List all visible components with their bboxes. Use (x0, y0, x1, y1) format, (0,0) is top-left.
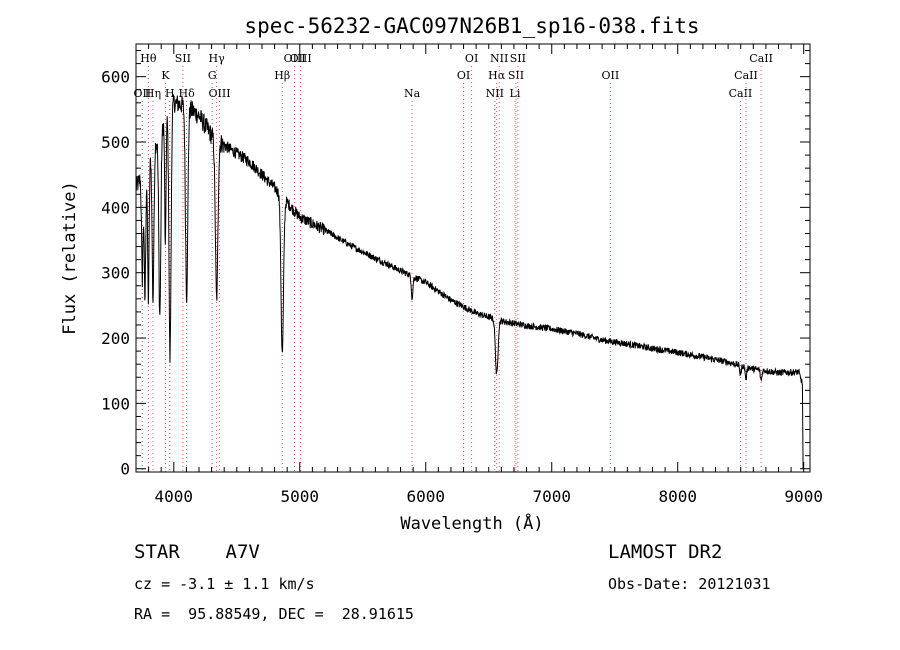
line-marker-label: K (161, 69, 170, 82)
y-tick-label: 100 (101, 394, 130, 413)
line-marker-label: NII (490, 52, 508, 65)
line-marker-label: SII (510, 52, 526, 65)
y-tick-label: 600 (101, 68, 130, 87)
x-tick-label: 6000 (406, 487, 445, 506)
y-axis-label: Flux (relative) (60, 181, 80, 335)
line-marker-label: OIII (290, 52, 312, 65)
line-marker-label: CaII (734, 69, 758, 82)
line-marker-label: NII (486, 87, 504, 100)
line-marker-label: G (208, 69, 217, 82)
y-tick-label: 500 (101, 133, 130, 152)
line-marker-label: Li (510, 87, 521, 100)
axis-ticks: 4000 5000 6000 7000 8000 9000 0 100 200 300 400 500… (101, 44, 823, 506)
line-marker-label: H (165, 87, 175, 100)
x-tick-label: 8000 (658, 487, 697, 506)
line-marker-label: Hδ (179, 87, 196, 100)
y-tick-label: 0 (120, 460, 130, 479)
line-marker-label: OI (457, 69, 470, 82)
observation-date: Obs-Date: 20121031 (608, 575, 771, 593)
y-tick-label: 400 (101, 198, 130, 217)
line-marker-label: CaII (749, 52, 773, 65)
x-tick-label: 5000 (281, 487, 320, 506)
x-tick-label: 9000 (784, 487, 823, 506)
line-marker-label: OIII (208, 87, 230, 100)
line-marker-layer: OIIHθHηKHSIIHδGHγOIIIHβOIIIOIIINaOIOINII… (133, 52, 773, 472)
line-marker-label: OI (465, 52, 478, 65)
line-marker-label: Hη (145, 87, 161, 100)
object-class: STAR A7V (134, 541, 260, 563)
y-tick-label: 300 (101, 264, 130, 283)
line-marker-label: Hγ (209, 52, 226, 65)
line-marker-label: Hβ (274, 69, 290, 82)
line-marker-label: SII (175, 52, 191, 65)
spectrum-line (135, 94, 804, 469)
survey-name: LAMOST DR2 (608, 541, 723, 563)
redshift-velocity: cz = -3.1 ± 1.1 km/s (134, 575, 315, 593)
line-marker-label: Na (404, 87, 421, 100)
line-marker-label: OII (133, 87, 151, 100)
y-tick-label: 200 (101, 329, 130, 348)
chart-title: spec-56232-GAC097N26B1_sp16-038.fits (244, 14, 699, 38)
line-marker-label: SII (508, 69, 524, 82)
line-marker-label: Hθ (140, 52, 157, 65)
line-marker-label: OII (601, 69, 619, 82)
x-tick-label: 4000 (155, 487, 194, 506)
coordinates: RA = 95.88549, DEC = 28.91615 (134, 605, 414, 623)
line-marker-label: Hα (488, 69, 506, 82)
line-marker-label: OIII (284, 52, 306, 65)
plot-frame (135, 43, 811, 473)
line-marker-label: CaII (729, 87, 753, 100)
x-tick-label: 7000 (532, 487, 571, 506)
x-axis-label: Wavelength (Å) (400, 512, 543, 534)
